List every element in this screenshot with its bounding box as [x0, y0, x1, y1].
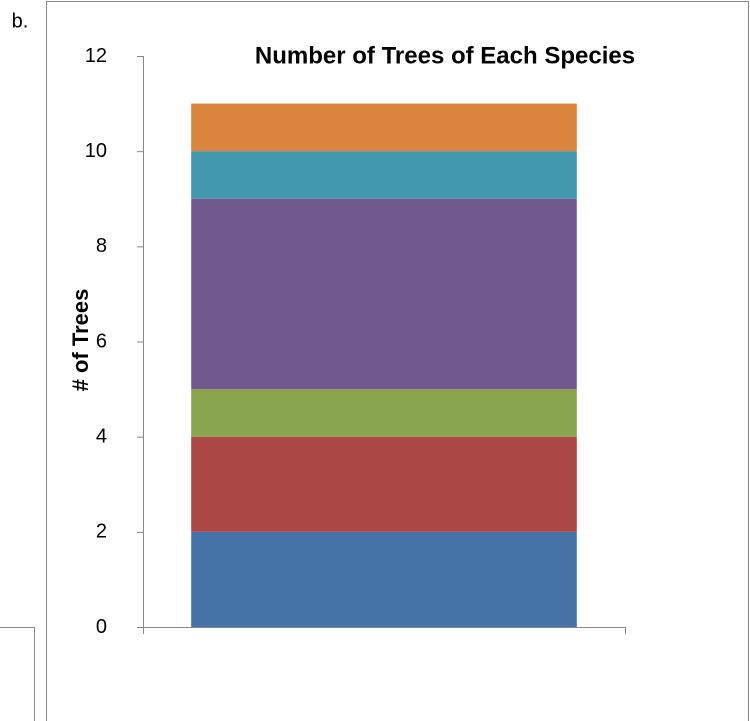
y-tick-label: 10 — [85, 140, 107, 162]
chart-frame — [46, 1, 749, 721]
bar-segment — [191, 436, 577, 532]
chart-title: Number of Trees of Each Species — [255, 42, 635, 69]
bar-segment — [191, 103, 577, 152]
y-tick-label: 8 — [96, 235, 107, 257]
y-tick-label: 12 — [85, 45, 107, 67]
y-tick-label: 6 — [96, 330, 107, 352]
y-tick-label: 0 — [96, 616, 107, 638]
bar-segment — [191, 151, 577, 199]
y-tick-label: 4 — [96, 425, 107, 447]
side-frame — [0, 627, 35, 721]
bar-segment — [191, 531, 577, 627]
y-tick-label: 2 — [96, 521, 107, 543]
y-axis-label: # of Trees — [68, 289, 93, 392]
panel-label: b. — [12, 10, 29, 32]
bar-segment — [191, 389, 577, 437]
bar-segment — [191, 198, 577, 390]
